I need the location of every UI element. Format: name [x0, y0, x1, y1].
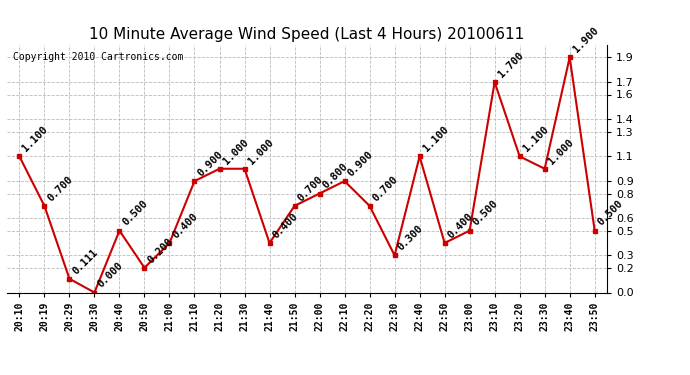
- Text: 1.100: 1.100: [421, 124, 450, 154]
- Text: 0.700: 0.700: [46, 174, 75, 203]
- Text: 0.800: 0.800: [321, 162, 350, 191]
- Text: 1.000: 1.000: [546, 137, 575, 166]
- Text: 0.500: 0.500: [596, 199, 625, 228]
- Text: 0.111: 0.111: [71, 247, 100, 276]
- Text: 0.700: 0.700: [296, 174, 325, 203]
- Text: 0.200: 0.200: [146, 236, 175, 265]
- Text: 0.400: 0.400: [171, 211, 200, 240]
- Text: 1.100: 1.100: [521, 124, 550, 154]
- Text: 1.900: 1.900: [571, 26, 600, 55]
- Text: Copyright 2010 Cartronics.com: Copyright 2010 Cartronics.com: [13, 53, 184, 62]
- Text: 0.000: 0.000: [96, 261, 125, 290]
- Text: 0.700: 0.700: [371, 174, 400, 203]
- Text: 1.000: 1.000: [221, 137, 250, 166]
- Text: 1.100: 1.100: [21, 124, 50, 154]
- Text: 1.700: 1.700: [496, 50, 525, 80]
- Text: 0.500: 0.500: [121, 199, 150, 228]
- Text: 0.400: 0.400: [446, 211, 475, 240]
- Text: 0.400: 0.400: [271, 211, 300, 240]
- Text: 0.900: 0.900: [346, 149, 375, 178]
- Title: 10 Minute Average Wind Speed (Last 4 Hours) 20100611: 10 Minute Average Wind Speed (Last 4 Hou…: [90, 27, 524, 42]
- Text: 0.300: 0.300: [396, 224, 425, 253]
- Text: 0.500: 0.500: [471, 199, 500, 228]
- Text: 0.900: 0.900: [196, 149, 225, 178]
- Text: 1.000: 1.000: [246, 137, 275, 166]
